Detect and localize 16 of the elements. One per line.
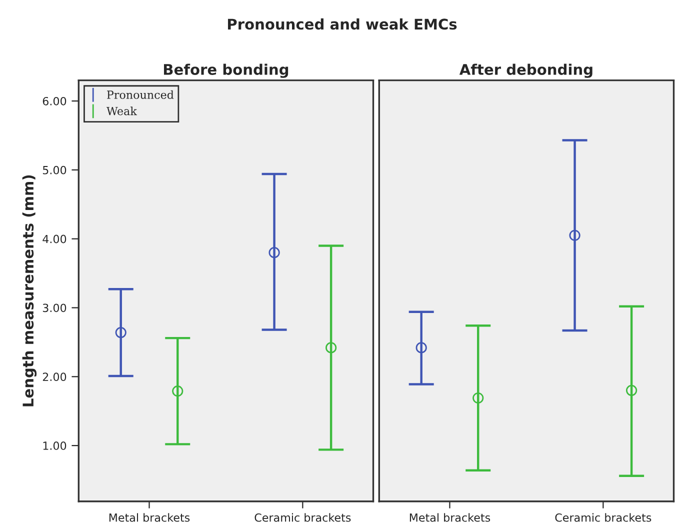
x-tick-label: Ceramic brackets (254, 513, 351, 522)
y-tick-label: 3.00 (42, 304, 66, 312)
text: Pronounced and weak EMCs (228, 18, 457, 30)
y-tick-label: 2.00 (42, 372, 66, 382)
x-tick-label: Metal brackets (410, 513, 490, 522)
chart-title: After debonding (459, 64, 592, 78)
chart-title: Before bonding (164, 64, 288, 78)
y-tick-label: 4.00 (42, 234, 66, 244)
y-tick-label: 6.00 (42, 96, 66, 106)
x-tick-label: Metal brackets (109, 513, 190, 522)
y-tick-label: 1.00 (43, 442, 66, 450)
y-axis-title: Length measurements (mm) (22, 175, 37, 406)
x-tick-label: Ceramic brackets (555, 513, 652, 522)
y-tick-label: 5.00 (42, 166, 66, 174)
legend-label: Weak (106, 106, 137, 116)
legend-label: Pronounced (107, 90, 174, 99)
